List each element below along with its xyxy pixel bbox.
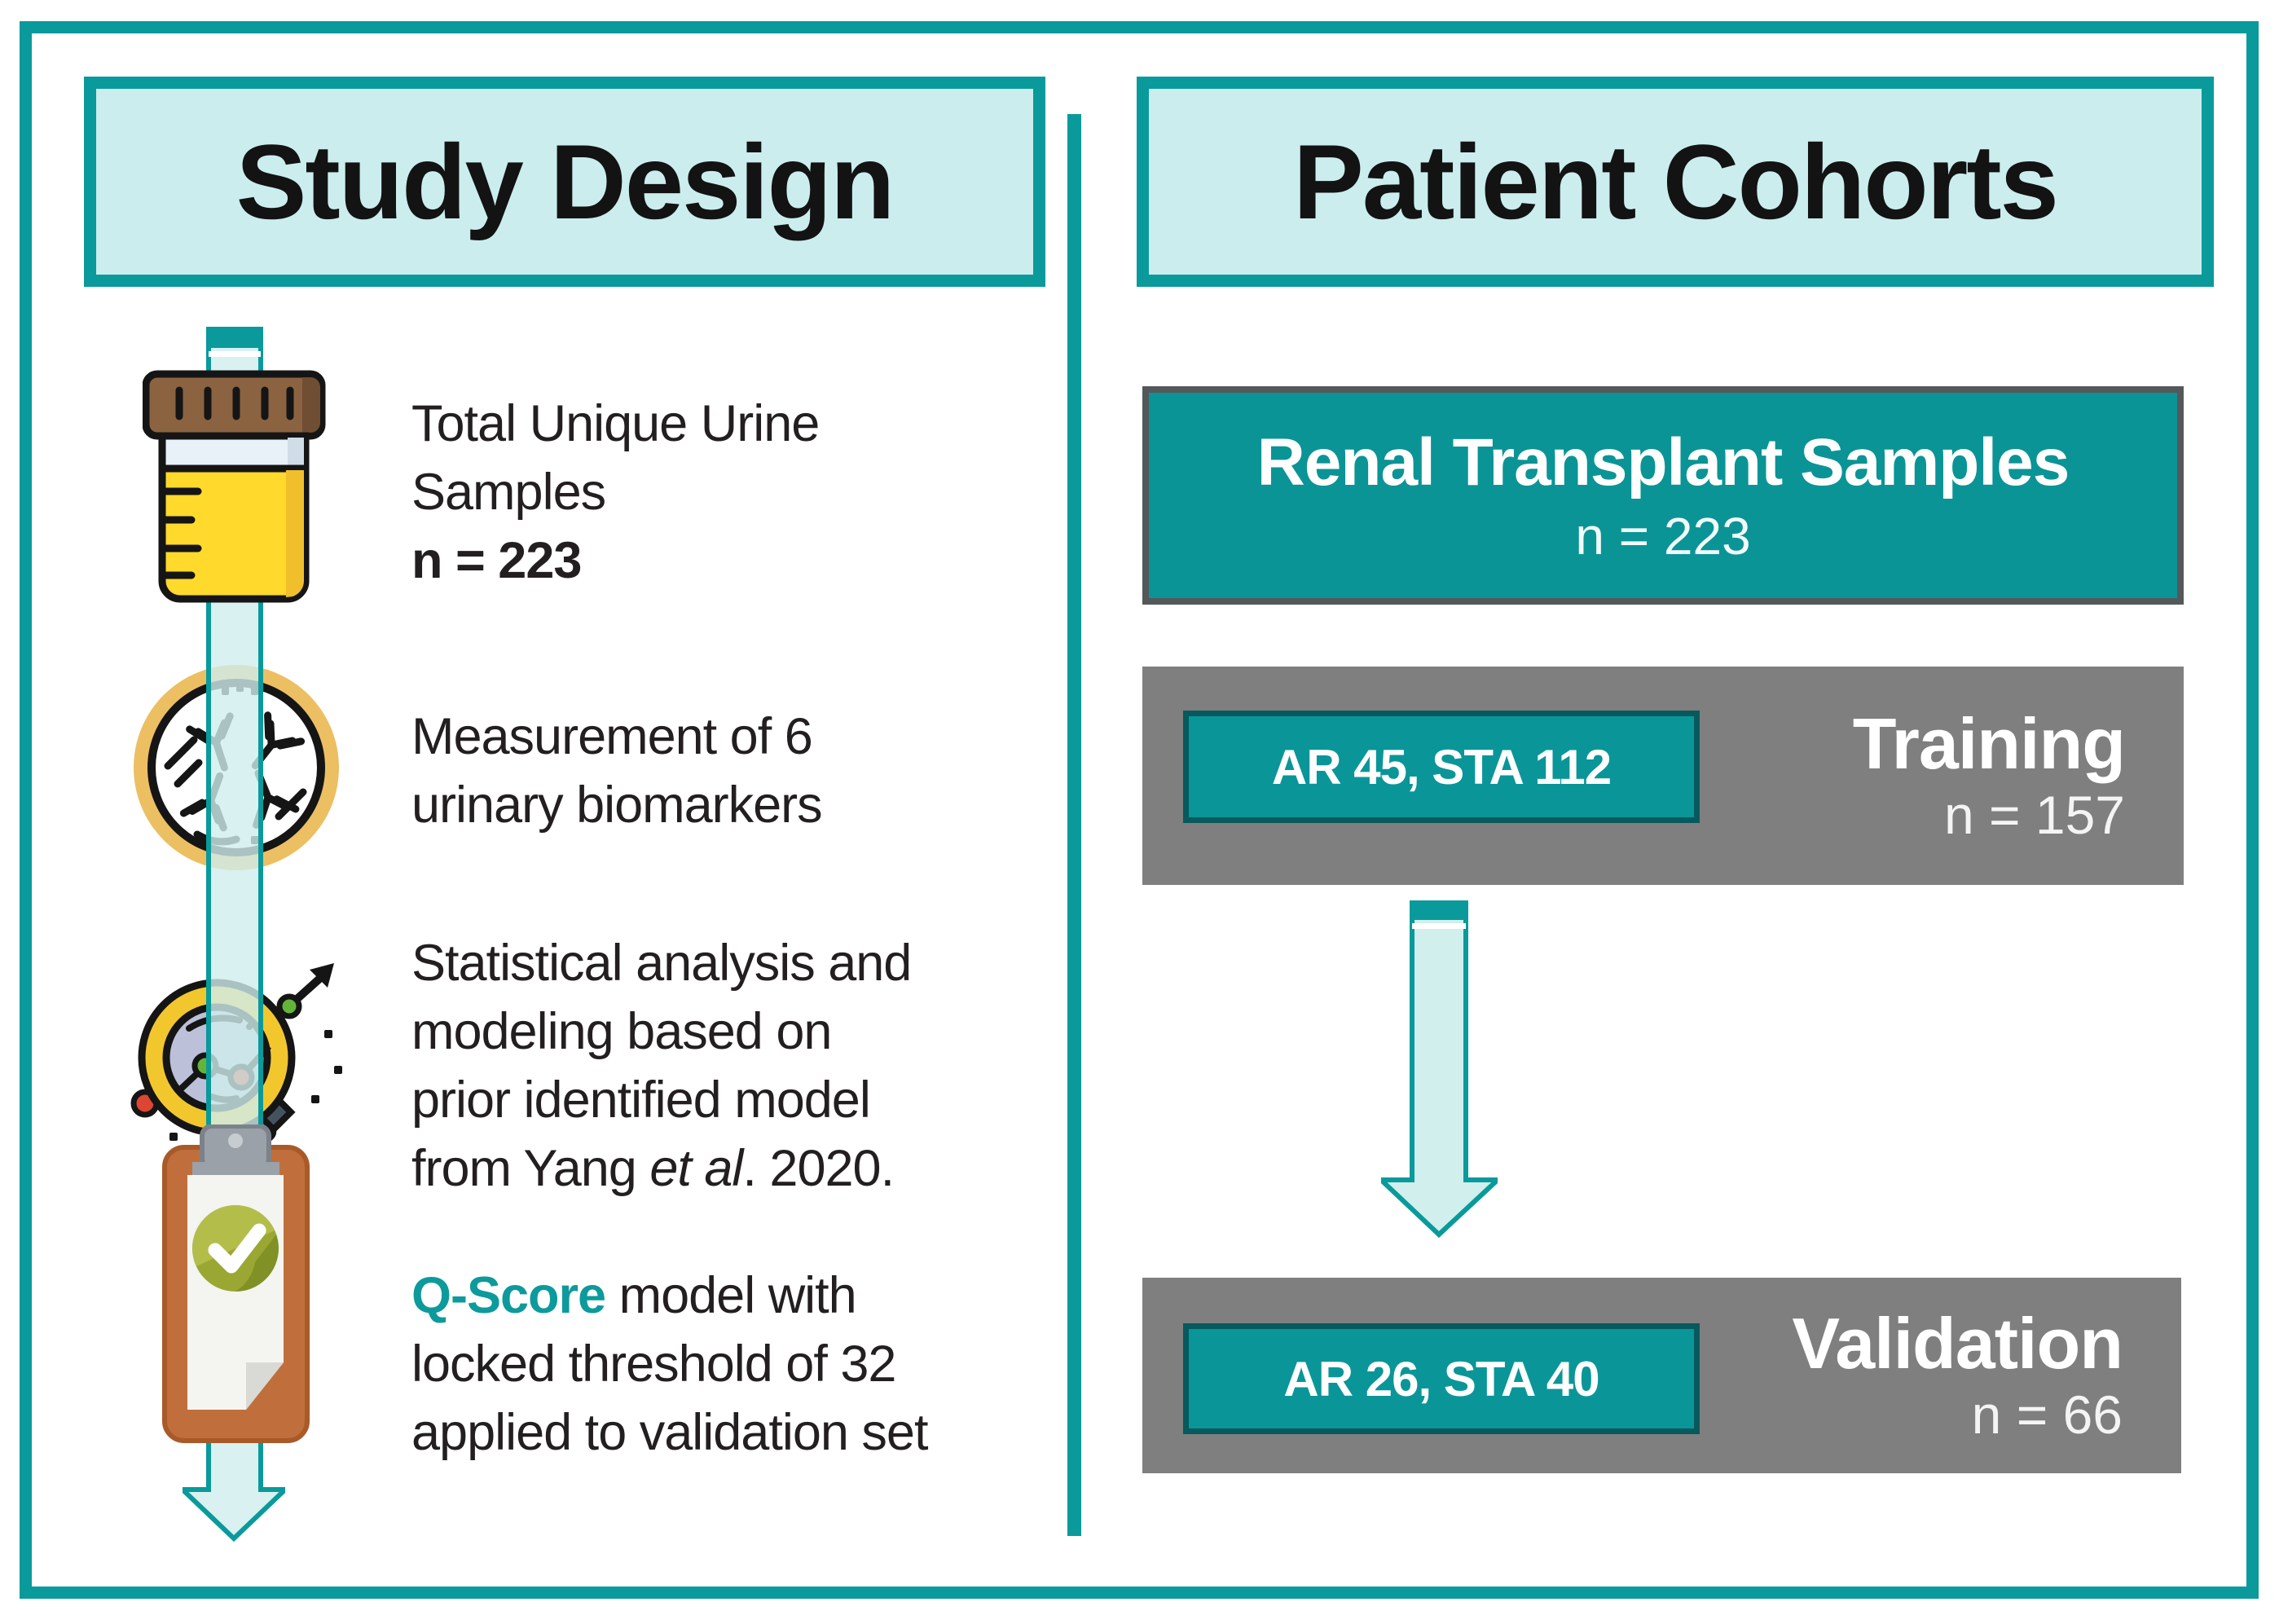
validation-count: n = 66 [1971, 1384, 2123, 1445]
step3-line4: from Yang et al. 2020. [411, 1140, 895, 1197]
step3-line1: Statistical analysis and [411, 935, 912, 992]
patient-cohorts-header: Patient Cohorts [1137, 77, 2214, 287]
step1-count: n = 223 [411, 532, 582, 589]
qscore-highlight: Q-Score [411, 1267, 606, 1324]
step3-line3: prior identified model [411, 1072, 871, 1129]
step-qscore-text: Q-Score model with locked threshold of 3… [411, 1261, 998, 1467]
et-al-italic: et al [649, 1140, 743, 1197]
renal-box-title: Renal Transplant Samples [1256, 425, 2070, 500]
training-label: Training [1852, 703, 2126, 784]
validation-cohort-box: AR 26, STA 40 Validation n = 66 [1142, 1278, 2181, 1473]
patient-cohorts-title: Patient Cohorts [1293, 122, 2059, 241]
study-design-title: Study Design [235, 122, 895, 241]
panel-divider [1067, 114, 1081, 1536]
validation-label: Validation [1792, 1303, 2123, 1384]
training-count: n = 157 [1943, 785, 2125, 845]
clipboard-check-icon [162, 1124, 310, 1443]
renal-transplant-samples-box: Renal Transplant Samples n = 223 [1142, 386, 2184, 605]
step4-line2: locked threshold of 32 [411, 1336, 896, 1393]
training-tag-box: AR 45, STA 112 [1183, 711, 1700, 823]
step3-line2: modeling based on [411, 1003, 832, 1060]
training-tag-text: AR 45, STA 112 [1271, 739, 1612, 794]
urinary-biomarkers-icon [134, 665, 339, 870]
step-total-samples-text: Total Unique Urine Samples n = 223 [411, 389, 998, 595]
figure-outer-border [20, 21, 2259, 1599]
step-statistics-text: Statistical analysis and modeling based … [411, 929, 998, 1203]
validation-tag-text: AR 26, STA 40 [1283, 1351, 1599, 1406]
step4-line1: Q-Score model with [411, 1267, 857, 1324]
renal-box-count: n = 223 [1575, 507, 1751, 566]
step-biomarkers-text: Measurement of 6 urinary biomarkers [411, 702, 998, 839]
study-design-header: Study Design [84, 77, 1045, 287]
step1-line2: Samples [411, 464, 606, 521]
step1-line1: Total Unique Urine [411, 395, 820, 452]
step4-line3: applied to validation set [411, 1404, 928, 1461]
step2-line1: Measurement of 6 [411, 708, 813, 765]
validation-tag-box: AR 26, STA 40 [1183, 1323, 1700, 1434]
step2-line2: urinary biomarkers [411, 777, 823, 834]
urine-sample-jar-icon [143, 370, 326, 603]
training-cohort-box: AR 45, STA 112 Training n = 157 [1142, 667, 2184, 885]
